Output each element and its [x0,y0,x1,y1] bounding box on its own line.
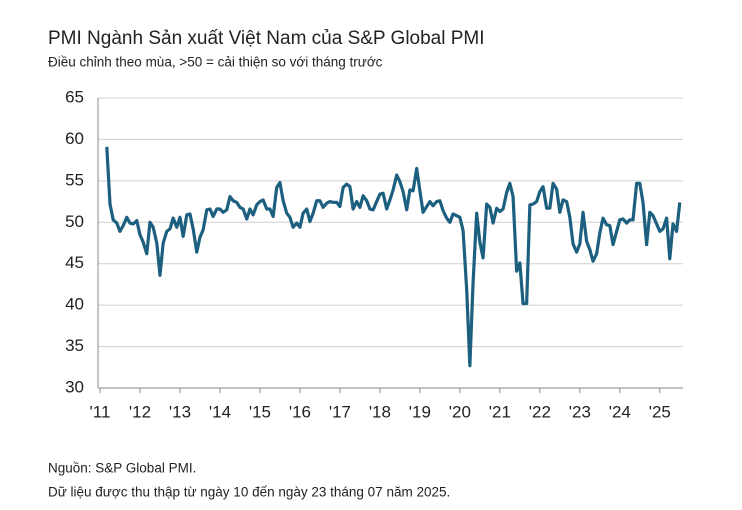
y-tick-label: 45 [65,253,84,272]
chart-title: PMI Ngành Sản xuất Việt Nam của S&P Glob… [48,28,485,49]
x-tick-label: '21 [489,402,511,421]
x-tick-label: '20 [449,402,471,421]
x-tick-label: '16 [289,402,311,421]
x-tick-label: '13 [169,402,191,421]
y-tick-label: 55 [65,170,84,189]
y-tick-label: 35 [65,336,84,355]
source-note: Nguồn: S&P Global PMI. [48,461,196,476]
x-tick-label: '17 [329,402,351,421]
x-tick-label: '25 [649,402,671,421]
x-tick-label: '24 [609,402,631,421]
pmi-line [105,146,682,368]
x-tick-label: '12 [129,402,151,421]
y-tick-label: 65 [65,87,84,106]
x-tick-label: '19 [409,402,431,421]
x-tick-label: '15 [249,402,271,421]
x-tick-label: '18 [369,402,391,421]
x-tick-label: '11 [90,402,111,421]
x-tick-label: '22 [529,402,551,421]
x-tick-label: '23 [569,402,591,421]
y-tick-label: 40 [65,295,84,314]
y-tick-label: 60 [65,129,84,148]
y-tick-label: 30 [65,377,84,396]
source-note: Dữ liệu được thu thập từ ngày 10 đến ngà… [48,485,450,500]
x-tick-label: '14 [209,402,231,421]
chart-subtitle: Điều chỉnh theo mùa, >50 = cải thiện so … [48,55,383,70]
y-tick-label: 50 [65,212,84,231]
